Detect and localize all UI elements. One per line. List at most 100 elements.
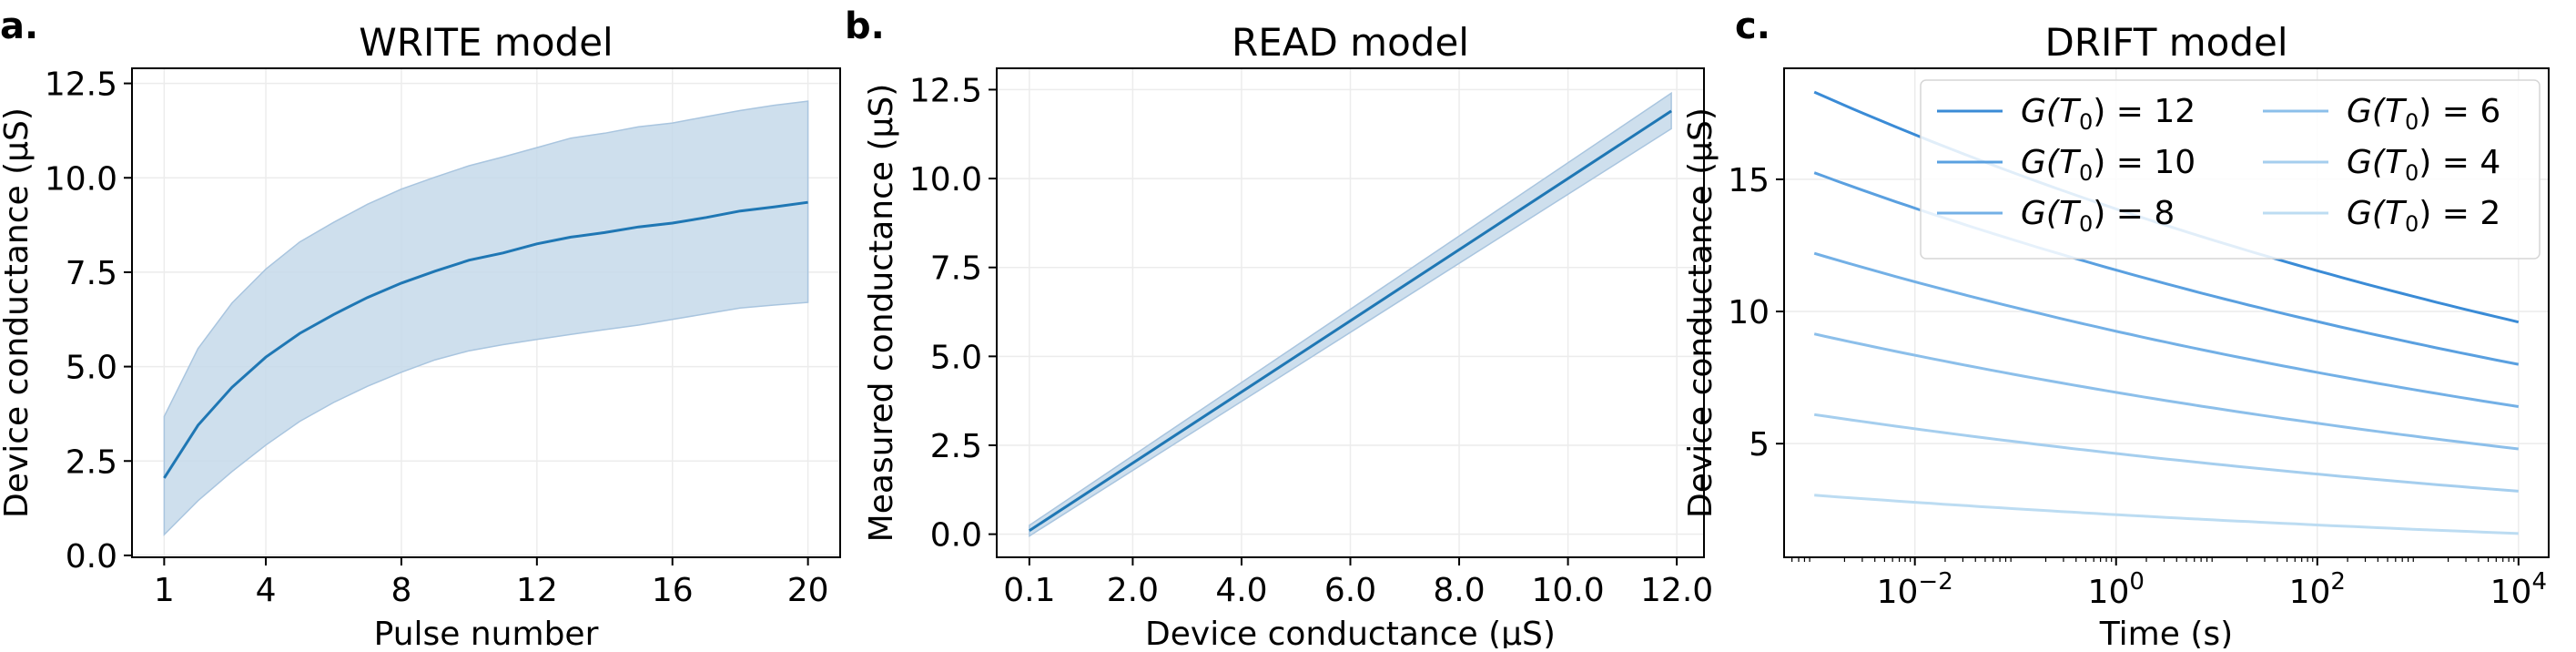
x-tick-label: 16: [652, 572, 694, 609]
legend-label-part: T: [2385, 144, 2408, 181]
legend-label-part: =: [2105, 144, 2154, 181]
legend-label-value: 4: [2480, 144, 2500, 181]
legend-label-value: 2: [2480, 195, 2500, 232]
legend-label: G(T0) = 4: [2347, 144, 2500, 186]
x-tick-label-exponent: 4: [2531, 568, 2547, 596]
legend-label-part: =: [2431, 93, 2480, 130]
legend-label-value: 8: [2154, 195, 2175, 232]
legend-label-part: T: [2059, 144, 2082, 181]
legend-label-part: 0: [2405, 160, 2419, 186]
y-axis-label: Device conductance (µS): [0, 107, 35, 518]
y-tick-label: 10.0: [45, 160, 117, 198]
panel-letter-b: b.: [845, 5, 885, 47]
x-tick-label-base: 10: [2088, 574, 2130, 611]
x-tick-label: 100: [2088, 568, 2145, 611]
x-tick-label: 1: [154, 572, 175, 609]
y-tick-label: 5.0: [66, 350, 117, 387]
x-tick-label: 10−2: [1877, 568, 1953, 611]
panel-letter-c: c.: [1735, 5, 1770, 47]
legend-label-value: 6: [2480, 93, 2500, 130]
legend-label-part: =: [2431, 144, 2480, 181]
legend-label-part: ): [2419, 195, 2431, 232]
legend-label-part: 0: [2405, 211, 2419, 237]
legend-label: G(T0) = 2: [2347, 195, 2500, 237]
x-tick-label: 0.1: [1003, 572, 1055, 609]
x-axis-label: Time (s): [2099, 616, 2233, 648]
legend-label: G(T0) = 12: [2021, 93, 2196, 135]
x-tick-label-exponent: 0: [2129, 568, 2145, 596]
x-axis-label: Pulse number: [374, 616, 599, 648]
y-tick-label: 10.0: [909, 161, 982, 199]
legend-label-value: 12: [2154, 93, 2196, 130]
x-tick-label: 8.0: [1433, 572, 1485, 609]
y-tick-label: 7.5: [66, 255, 117, 292]
x-tick-label-base: 10: [2289, 574, 2331, 611]
series-line: [163, 200, 808, 479]
legend-label-part: G(: [2347, 195, 2387, 232]
x-tick-label: 10.0: [1531, 572, 1604, 609]
legend-label-part: G(: [2347, 93, 2387, 130]
y-tick-label: 12.5: [909, 72, 982, 109]
legend: G(T0) = 12G(T0) = 10G(T0) = 8G(T0) = 6G(…: [1920, 79, 2541, 260]
write-model-chart: 1 4 8 12 16 20 0.0 2.5 5.0 7.5 10.0 12.5 WRITE model…: [0, 20, 841, 652]
y-tick-label: 2.5: [66, 443, 117, 481]
y-tick-label: 10: [1728, 294, 1770, 331]
legend-label-part: 0: [2079, 160, 2093, 186]
x-tick-label: 102: [2289, 568, 2346, 611]
chart-title: WRITE model: [359, 20, 613, 65]
x-tick-label: 12: [516, 572, 558, 609]
drift-series-line: [1814, 494, 2519, 535]
legend-label-part: T: [2385, 93, 2408, 130]
y-axis-label: Device conductance (µS): [1682, 107, 1719, 518]
legend-label-part: G(: [2021, 195, 2061, 232]
legend-label-part: 0: [2405, 109, 2419, 135]
legend-label-part: G(: [2347, 144, 2387, 181]
chart-title: DRIFT model: [2044, 20, 2287, 65]
x-tick-label-exponent: 2: [2330, 568, 2346, 596]
legend-label-part: T: [2059, 93, 2082, 130]
y-axis-label: Measured conductance (µS): [863, 84, 900, 543]
x-tick-label-base: 10: [2490, 574, 2532, 611]
legend-label-part: T: [2385, 195, 2408, 232]
x-tick-label: 4.0: [1215, 572, 1267, 609]
y-tick-label: 7.5: [930, 250, 982, 288]
legend-label-part: ): [2419, 144, 2431, 181]
plot-frame: [1783, 67, 2550, 558]
x-tick-label-exponent: −2: [1918, 568, 1952, 596]
x-axis-label: Device conductance (µS): [1145, 616, 1556, 648]
x-tick-label: 20: [787, 572, 829, 609]
x-tick-label: 8: [390, 572, 411, 609]
uncertainty-band: [163, 100, 809, 536]
x-tick-label: 2.0: [1107, 572, 1159, 609]
drift-series-line: [1813, 251, 2520, 408]
x-tick-label: 104: [2490, 568, 2547, 611]
y-tick-label: 5.0: [930, 339, 982, 376]
y-tick-label: 12.5: [45, 66, 117, 104]
x-tick-label: 12.0: [1640, 572, 1713, 609]
x-tick-label: 6.0: [1324, 572, 1376, 609]
legend-label-part: ): [2093, 144, 2105, 181]
y-tick-label: 0.0: [66, 538, 117, 576]
legend-label-value: 10: [2154, 144, 2196, 181]
plot-frame: [131, 67, 841, 558]
legend-label-part: ): [2419, 93, 2431, 130]
drift-series-line: [1813, 332, 2519, 451]
x-tick-label: 4: [256, 572, 277, 609]
y-tick-label: 15: [1728, 162, 1770, 199]
y-tick-label: 2.5: [930, 428, 982, 465]
read-model-chart: 0.1 2.0 4.0 6.0 8.0 10.0 12.0 0.0 2.5 5.0 7.5 10.0 1…: [863, 20, 1713, 652]
legend-label-part: G(: [2021, 144, 2061, 181]
legend-label-part: ): [2093, 93, 2105, 130]
chart-title: READ model: [1232, 20, 1469, 65]
legend-label-part: =: [2105, 93, 2154, 130]
drift-series-line: [1813, 413, 2519, 493]
legend-label-part: T: [2059, 195, 2082, 232]
legend-label: G(T0) = 6: [2347, 93, 2500, 135]
y-tick-label: 0.0: [930, 517, 982, 555]
legend-label-part: G(: [2021, 93, 2061, 130]
legend-label-part: ): [2093, 195, 2105, 232]
legend-label-part: 0: [2079, 211, 2093, 237]
legend-label: G(T0) = 10: [2021, 144, 2196, 186]
legend-label-part: =: [2431, 195, 2480, 232]
